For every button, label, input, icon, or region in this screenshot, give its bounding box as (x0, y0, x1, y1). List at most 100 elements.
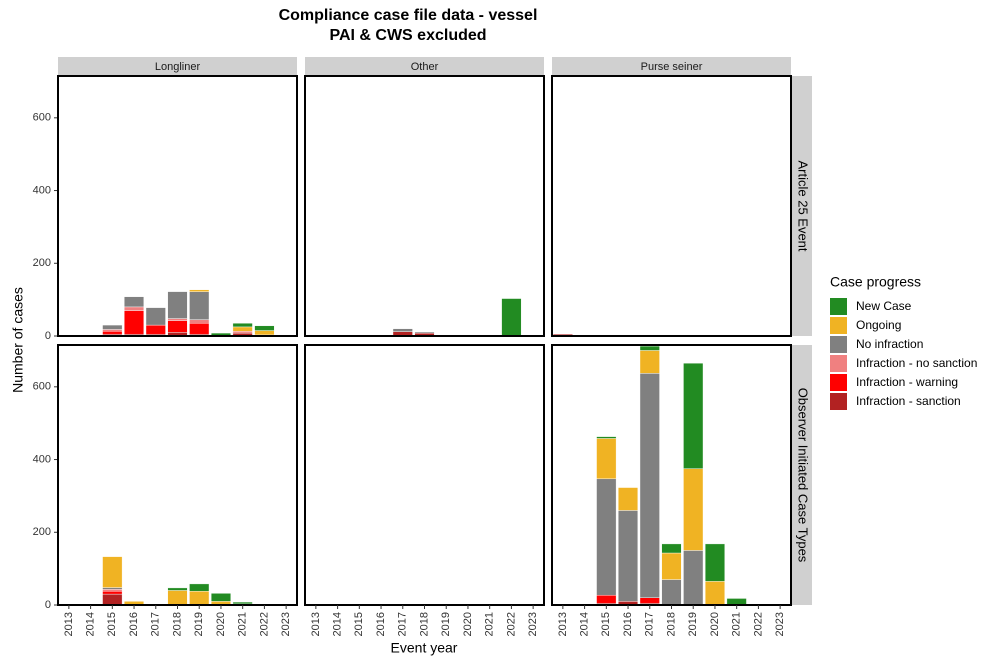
bar-segment (102, 329, 123, 332)
bar-segment (414, 331, 435, 334)
facet-row-label: Observer Initiated Case Types (796, 388, 811, 563)
bar-segment (639, 597, 660, 604)
bar-segment (232, 326, 253, 332)
x-tick-label: 2017 (397, 612, 409, 636)
bar-segment (189, 323, 210, 335)
bar-segment (596, 594, 617, 604)
bar-segment (189, 319, 210, 324)
bar-segment (618, 510, 639, 602)
x-tick-label: 2016 (375, 612, 387, 636)
x-tick-label: 2014 (331, 612, 343, 636)
x-axis-title: Event year (391, 640, 458, 656)
bar-segment (189, 590, 210, 606)
bar-segment (145, 324, 166, 335)
x-tick-label: 2013 (63, 612, 75, 636)
bar-segment (102, 324, 123, 330)
bar-segment (661, 579, 682, 606)
bar-segment (618, 487, 639, 511)
chart-subtitle: PAI & CWS excluded (329, 27, 486, 44)
bar-segment (167, 318, 188, 321)
x-tick-label: 2015 (353, 612, 365, 636)
panel-border (57, 344, 298, 606)
legend-label: Infraction - sanction (856, 394, 961, 408)
bar-segment (210, 593, 231, 602)
x-tick-label: 2017 (150, 612, 162, 636)
x-tick-label: 2020 (462, 612, 474, 636)
bar-segment (189, 583, 210, 592)
bar-segment (189, 291, 210, 320)
bar-segment (596, 436, 617, 439)
bar-segment (124, 310, 145, 335)
bar-segment (167, 590, 188, 606)
bar-segment (683, 550, 704, 606)
x-tick-label: 2013 (557, 612, 569, 636)
x-tick-label: 2021 (484, 612, 496, 636)
x-tick-label: 2017 (644, 612, 656, 636)
legend-title: Case progress (830, 274, 921, 290)
facet-row-label: Article 25 Event (796, 160, 811, 251)
bar-segment (704, 581, 725, 606)
bar-segment (232, 323, 253, 328)
bar-segment (501, 298, 522, 337)
legend-swatch (830, 336, 847, 353)
legend-label: Infraction - warning (856, 375, 958, 389)
x-tick-label: 2020 (215, 612, 227, 636)
x-tick-label: 2022 (505, 612, 517, 636)
x-tick-label: 2019 (440, 612, 452, 636)
x-tick-label: 2015 (106, 612, 118, 636)
bar-segment (124, 306, 145, 311)
x-tick-label: 2019 (193, 612, 205, 636)
bar-segment (683, 468, 704, 551)
x-tick-label: 2018 (665, 612, 677, 636)
facet-column-label: Other (411, 61, 439, 73)
x-tick-label: 2013 (310, 612, 322, 636)
bar-segment (102, 587, 123, 590)
x-tick-label: 2015 (600, 612, 612, 636)
bar-segment (145, 307, 166, 326)
bar-segment (392, 328, 413, 332)
x-tick-label: 2023 (774, 612, 786, 636)
facet-strip (792, 345, 812, 605)
facet-strip (305, 57, 544, 75)
bar-segment (661, 543, 682, 554)
bar-segment (102, 590, 123, 595)
legend-label: Infraction - no sanction (856, 356, 977, 370)
bar-segment (639, 345, 660, 351)
legend-swatch (830, 317, 847, 334)
legend-swatch (830, 355, 847, 372)
facet-strip (58, 57, 297, 75)
legend-swatch (830, 374, 847, 391)
y-axis-title: Number of cases (10, 287, 26, 393)
y-tick-label: 600 (33, 112, 51, 124)
bar-segment (124, 296, 145, 308)
x-tick-label: 2019 (687, 612, 699, 636)
legend-swatch (830, 393, 847, 410)
bar-segment (704, 543, 725, 582)
x-tick-label: 2016 (128, 612, 140, 636)
bar-segment (102, 556, 123, 588)
legend-label: New Case (856, 299, 912, 313)
chart-title: Compliance case file data - vessel (279, 7, 538, 24)
x-tick-label: 2022 (258, 612, 270, 636)
bar-segment (254, 325, 275, 331)
x-tick-label: 2023 (527, 612, 539, 636)
y-tick-label: 200 (33, 257, 51, 269)
bar-segment (102, 331, 123, 335)
bar-segment (661, 552, 682, 580)
bar-segment (167, 320, 188, 333)
panel-border (304, 344, 545, 606)
bar-segment (102, 589, 123, 592)
facet-strip (792, 76, 812, 336)
bar-segment (639, 350, 660, 374)
x-tick-label: 2022 (752, 612, 764, 636)
bar-segment (102, 593, 123, 606)
bar-segment (596, 438, 617, 480)
panel-border (57, 75, 298, 337)
x-tick-label: 2021 (731, 612, 743, 636)
legend-label: No infraction (856, 337, 923, 351)
bar-segment (189, 289, 210, 292)
bar-segment (254, 330, 275, 336)
y-tick-label: 400 (33, 184, 51, 196)
x-tick-label: 2021 (237, 612, 249, 636)
